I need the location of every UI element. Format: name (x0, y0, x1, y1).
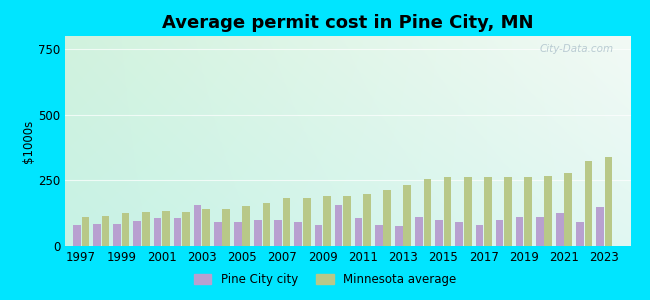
Bar (202, 209, 210, 246)
Bar (444, 177, 451, 246)
Bar (564, 172, 572, 246)
Title: Average permit cost in Pine City, MN: Average permit cost in Pine City, MN (162, 14, 534, 32)
Bar (303, 198, 311, 246)
Bar (596, 207, 604, 246)
Bar (315, 225, 322, 246)
Bar (525, 177, 532, 246)
Bar (263, 203, 270, 246)
Bar (544, 176, 552, 246)
Bar (415, 217, 423, 246)
Text: City-Data.com: City-Data.com (540, 44, 614, 54)
Bar (516, 217, 523, 246)
Bar (174, 218, 181, 246)
Bar (343, 196, 351, 246)
Bar (604, 157, 612, 246)
Bar (222, 209, 230, 246)
Bar (456, 222, 463, 246)
Bar (122, 213, 129, 246)
Bar (536, 217, 543, 246)
Bar (496, 220, 503, 246)
Bar (404, 185, 411, 246)
Bar (214, 222, 222, 246)
Bar (584, 161, 592, 246)
Bar (384, 190, 391, 246)
Bar (375, 225, 383, 246)
Bar (133, 221, 141, 246)
Bar (576, 222, 584, 246)
Bar (274, 220, 282, 246)
Bar (73, 225, 81, 246)
Bar (242, 206, 250, 246)
Bar (254, 220, 262, 246)
Bar (81, 217, 89, 246)
Bar (335, 205, 343, 246)
Bar (283, 198, 291, 246)
Bar (355, 218, 363, 246)
Bar (93, 224, 101, 246)
Bar (424, 179, 431, 246)
Bar (182, 212, 190, 246)
Bar (234, 222, 242, 246)
Bar (395, 226, 403, 246)
Bar (153, 218, 161, 246)
Bar (194, 205, 202, 246)
Bar (294, 222, 302, 246)
Bar (323, 196, 331, 246)
Bar (162, 211, 170, 246)
Bar (476, 225, 483, 246)
Bar (464, 177, 471, 246)
Bar (142, 212, 150, 246)
Bar (484, 177, 491, 246)
Legend: Pine City city, Minnesota average: Pine City city, Minnesota average (189, 269, 461, 291)
Bar (113, 224, 121, 246)
Bar (436, 220, 443, 246)
Bar (504, 177, 512, 246)
Y-axis label: $1000s: $1000s (22, 119, 35, 163)
Bar (101, 216, 109, 246)
Bar (556, 213, 564, 246)
Bar (363, 194, 371, 246)
